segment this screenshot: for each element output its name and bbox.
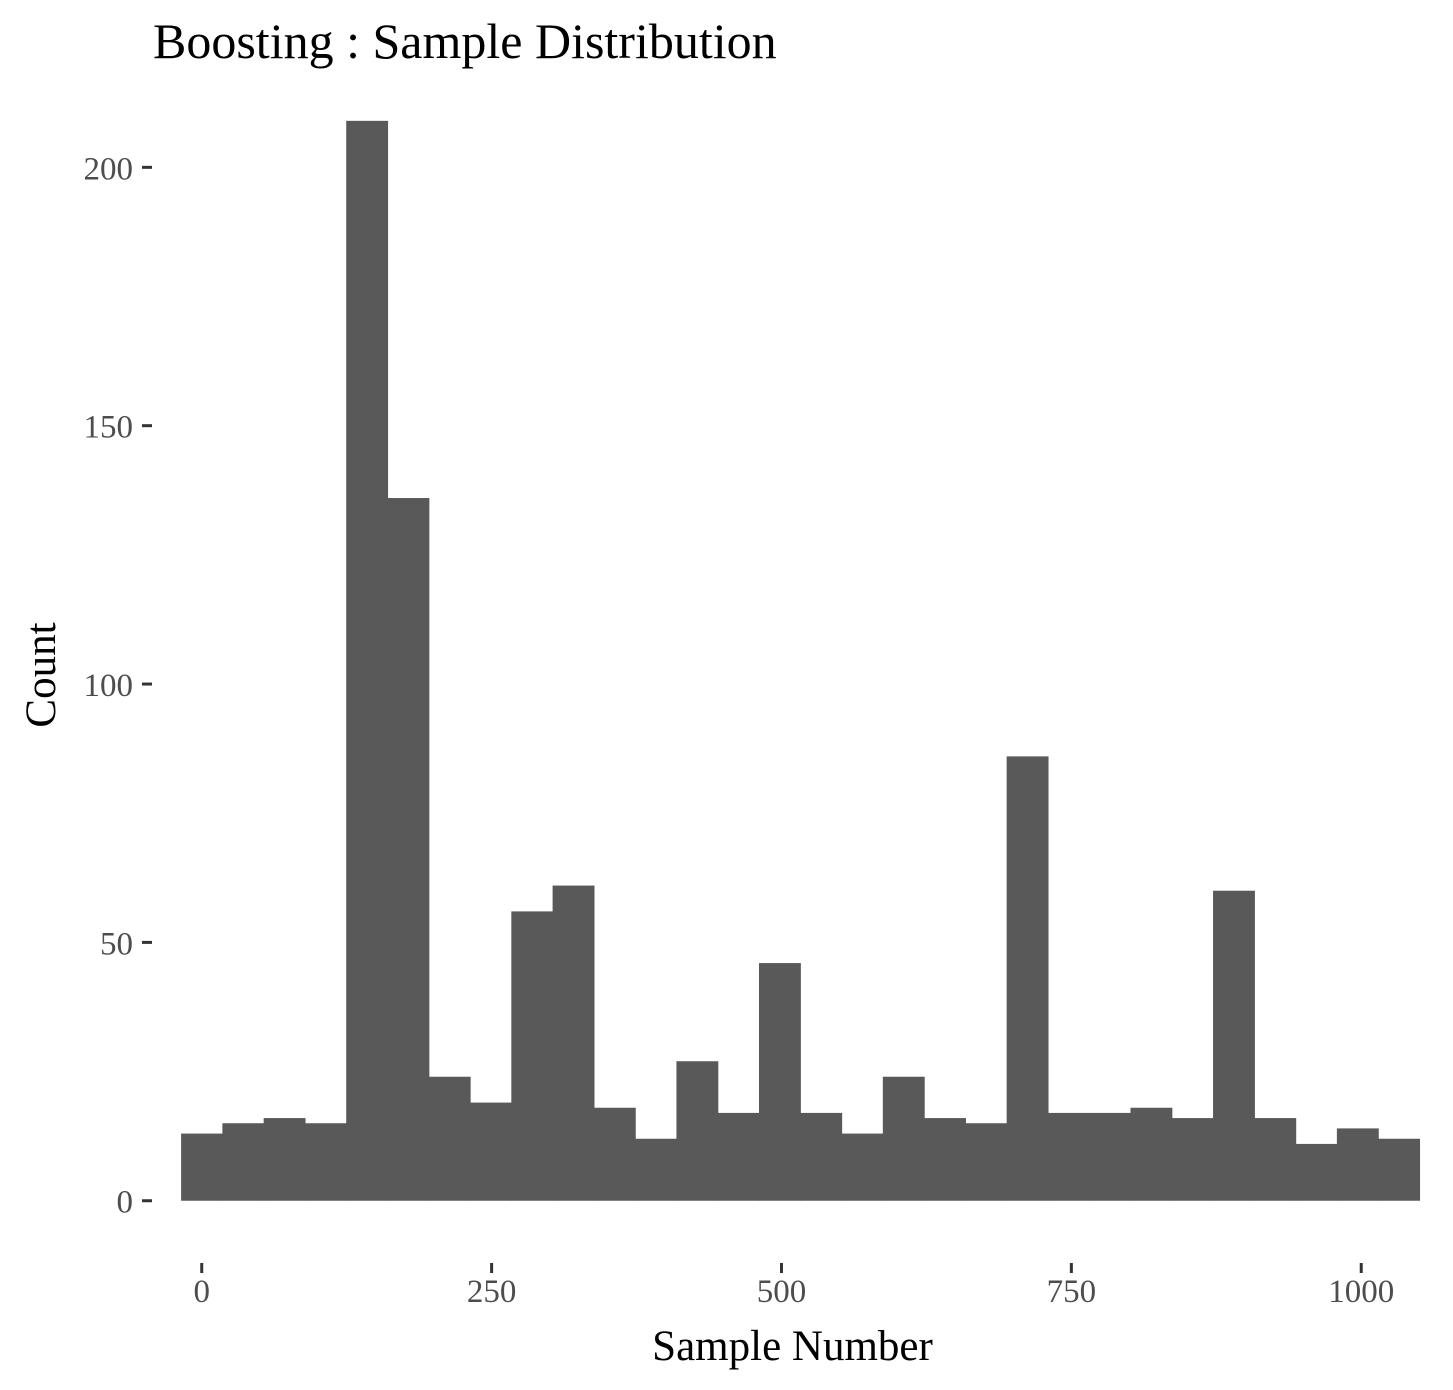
histogram-bar (304, 1123, 347, 1201)
histogram-bar (635, 1138, 678, 1201)
histogram-bar (1130, 1107, 1173, 1201)
x-tick-label: 250 (467, 1274, 517, 1310)
histogram-bar (387, 498, 430, 1201)
histogram-bar (1295, 1143, 1338, 1201)
y-axis-title: Count (18, 622, 65, 727)
histogram-bar (1254, 1118, 1297, 1201)
histogram-bar (1171, 1118, 1214, 1201)
histogram-bar (263, 1118, 306, 1201)
histogram-bar (1047, 1112, 1090, 1201)
histogram-bar (1089, 1112, 1132, 1201)
histogram-bar (1336, 1128, 1379, 1201)
histogram-bar (1006, 756, 1049, 1201)
y-tick-label: 50 (100, 926, 133, 962)
histogram-bar (181, 1133, 223, 1201)
y-tick-label: 100 (84, 668, 134, 704)
x-axis-title: Sample Number (652, 1323, 933, 1370)
histogram-bar (758, 963, 801, 1201)
histogram-bar (676, 1061, 719, 1201)
x-tick-label: 0 (193, 1274, 210, 1310)
histogram-bar (428, 1076, 471, 1201)
x-tick-label: 500 (757, 1274, 807, 1310)
x-tick-label: 750 (1047, 1274, 1097, 1310)
histogram-bar (593, 1107, 636, 1201)
y-tick-label: 150 (84, 410, 134, 446)
histogram-bar (552, 885, 595, 1201)
histogram-bar (222, 1123, 265, 1201)
chart-title: Boosting : Sample Distribution (153, 13, 777, 69)
y-tick-label: 0 (117, 1185, 134, 1221)
y-tick-label: 200 (84, 151, 134, 187)
bars-group (181, 120, 1421, 1201)
x-axis: 0 250 500 750 1000 (193, 1263, 1394, 1310)
histogram-bar (470, 1102, 512, 1201)
histogram-bar (1213, 890, 1255, 1201)
x-tick-label: 1000 (1328, 1274, 1394, 1310)
histogram-bar (882, 1076, 925, 1201)
histogram-bar (924, 1118, 966, 1201)
histogram-bar (346, 120, 389, 1201)
y-axis: 0 50 100 150 200 (84, 151, 152, 1221)
histogram-bar (841, 1133, 884, 1201)
histogram-bar (1378, 1138, 1421, 1201)
histogram-bar (800, 1112, 843, 1201)
histogram-bar (511, 911, 554, 1201)
histogram-bar (965, 1123, 1008, 1201)
histogram-bar (717, 1112, 760, 1201)
